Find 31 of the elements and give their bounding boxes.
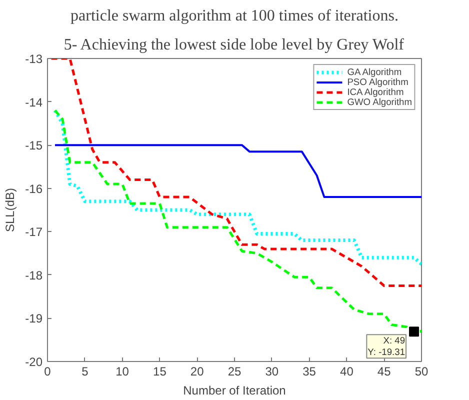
x-axis-title: Number of Iteration <box>183 384 286 398</box>
x-tick-label: 35 <box>302 364 316 378</box>
x-tick-label: 5 <box>82 364 89 378</box>
line-series <box>53 108 422 266</box>
x-tick-label: 0 <box>44 364 52 378</box>
y-tick-label: -20 <box>25 355 43 369</box>
x-tick-label: 10 <box>116 364 130 378</box>
annotation: X: 49 Y: -19.31 <box>368 336 406 358</box>
y-tick-label: -15 <box>25 138 43 153</box>
y-tick-label: -14 <box>25 95 43 110</box>
x-tick-label: 20 <box>190 364 204 378</box>
legend-label: ICA Algorithm <box>347 87 404 97</box>
y-tick-label: -13 <box>25 52 43 66</box>
x-tick-label: 40 <box>340 364 354 378</box>
legend-label: GA Algorithm <box>347 67 402 77</box>
y-tick-label: -16 <box>25 182 43 196</box>
x-tick-label: 50 <box>414 364 428 378</box>
y-tick-label: -17 <box>25 225 43 240</box>
y-tick-label: -19 <box>25 312 43 326</box>
x-tick-label: 45 <box>377 364 392 378</box>
y-axis-title: SLL(dB) <box>3 188 18 232</box>
y-tick-label: -18 <box>25 268 43 282</box>
text: 5- Achieving the lowest side lobe level by Grey Wolf <box>64 36 405 54</box>
x-tick-label: 25 <box>228 364 242 378</box>
text: particle swarm algorithm at 100 times of iterations. <box>70 8 398 24</box>
line-series <box>54 144 422 198</box>
legend-label: PSO Algorithm <box>347 77 408 87</box>
legend-label: GWO Algorithm <box>347 97 412 107</box>
line-series <box>50 58 422 287</box>
x-tick-label: 15 <box>153 364 167 378</box>
x-tick-label: 30 <box>265 364 279 378</box>
